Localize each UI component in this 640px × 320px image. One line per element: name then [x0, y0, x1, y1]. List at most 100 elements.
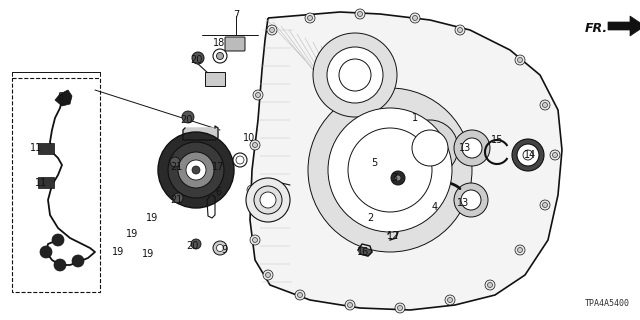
Circle shape: [518, 247, 522, 252]
Circle shape: [170, 157, 180, 167]
Circle shape: [307, 15, 312, 20]
Circle shape: [518, 58, 522, 62]
Circle shape: [72, 255, 84, 267]
Circle shape: [298, 292, 303, 298]
Text: 20: 20: [190, 55, 202, 65]
PathPatch shape: [250, 12, 562, 310]
Text: 20: 20: [180, 115, 192, 125]
Circle shape: [213, 241, 227, 255]
Circle shape: [54, 259, 66, 271]
Text: 5: 5: [371, 158, 377, 168]
Circle shape: [213, 49, 227, 63]
Circle shape: [236, 156, 244, 164]
Circle shape: [410, 13, 420, 23]
Text: 13: 13: [457, 198, 469, 208]
Circle shape: [550, 150, 560, 160]
Text: 14: 14: [524, 150, 536, 160]
Text: 11: 11: [35, 178, 47, 188]
Text: FR.: FR.: [585, 21, 608, 35]
Circle shape: [395, 175, 401, 181]
Polygon shape: [358, 244, 372, 256]
Circle shape: [407, 165, 413, 171]
Circle shape: [455, 145, 461, 151]
Text: 20: 20: [186, 241, 198, 251]
Text: 18: 18: [213, 38, 225, 48]
Circle shape: [399, 145, 405, 151]
Text: 7: 7: [233, 10, 239, 20]
Circle shape: [250, 235, 260, 245]
Circle shape: [216, 52, 223, 60]
Circle shape: [355, 9, 365, 19]
Circle shape: [454, 130, 490, 166]
Circle shape: [178, 152, 214, 188]
Polygon shape: [183, 126, 218, 140]
Bar: [38, 177, 54, 188]
Text: 6: 6: [215, 187, 221, 197]
Circle shape: [339, 59, 371, 91]
Text: 16: 16: [357, 247, 369, 257]
Polygon shape: [55, 90, 72, 106]
Circle shape: [447, 165, 452, 171]
Bar: [38, 143, 54, 154]
Circle shape: [413, 15, 417, 20]
Circle shape: [543, 203, 547, 207]
Circle shape: [552, 153, 557, 157]
Circle shape: [266, 273, 271, 277]
Circle shape: [182, 111, 194, 123]
Text: 19: 19: [126, 229, 138, 239]
Text: 17: 17: [212, 162, 224, 172]
Circle shape: [362, 142, 418, 198]
Circle shape: [253, 142, 257, 148]
Polygon shape: [608, 16, 640, 36]
Circle shape: [407, 125, 413, 131]
Circle shape: [358, 12, 362, 17]
Text: 19: 19: [142, 249, 154, 259]
Text: 19: 19: [112, 247, 124, 257]
Polygon shape: [388, 228, 398, 240]
Circle shape: [253, 237, 257, 243]
Circle shape: [186, 160, 206, 180]
Circle shape: [233, 153, 247, 167]
Circle shape: [372, 152, 408, 188]
Circle shape: [305, 13, 315, 23]
Circle shape: [253, 90, 263, 100]
Circle shape: [455, 25, 465, 35]
Circle shape: [391, 171, 405, 185]
Text: 19: 19: [146, 213, 158, 223]
Circle shape: [250, 188, 255, 193]
Text: 21: 21: [170, 195, 182, 205]
Circle shape: [540, 200, 550, 210]
Circle shape: [523, 150, 533, 160]
Circle shape: [412, 130, 448, 166]
Circle shape: [269, 28, 275, 33]
Circle shape: [173, 193, 183, 203]
Text: 2: 2: [367, 213, 373, 223]
Circle shape: [343, 63, 367, 87]
FancyBboxPatch shape: [225, 37, 245, 51]
Circle shape: [328, 108, 452, 232]
Circle shape: [462, 138, 482, 158]
Circle shape: [397, 306, 403, 310]
Text: 21: 21: [170, 162, 182, 172]
Text: 3: 3: [391, 173, 397, 183]
Circle shape: [267, 25, 277, 35]
Text: 1: 1: [412, 113, 418, 123]
Text: 8: 8: [57, 92, 63, 102]
Circle shape: [295, 290, 305, 300]
Circle shape: [454, 183, 488, 217]
Circle shape: [447, 125, 452, 131]
Bar: [12, 78, 100, 292]
Text: 10: 10: [243, 133, 255, 143]
Circle shape: [168, 142, 224, 198]
Circle shape: [255, 92, 260, 98]
Circle shape: [254, 186, 282, 214]
Circle shape: [540, 100, 550, 110]
Text: 13: 13: [459, 143, 471, 153]
Circle shape: [158, 132, 234, 208]
Circle shape: [395, 303, 405, 313]
Circle shape: [348, 302, 353, 308]
Circle shape: [445, 295, 455, 305]
Circle shape: [192, 52, 204, 64]
Circle shape: [519, 146, 537, 164]
Circle shape: [345, 300, 355, 310]
